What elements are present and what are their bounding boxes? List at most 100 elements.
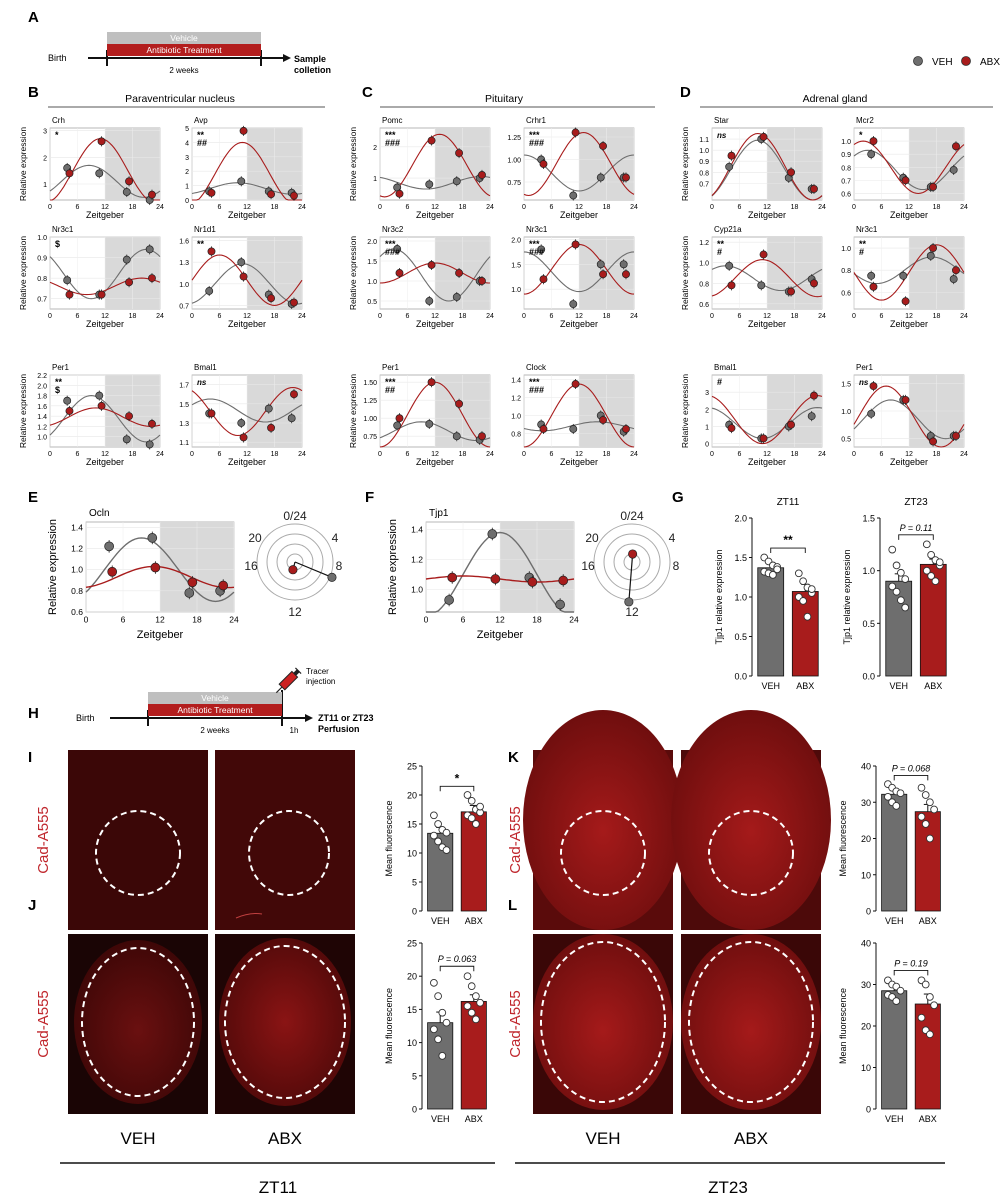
veh-point [725, 261, 734, 270]
significance-label: ## [385, 385, 395, 395]
abx-point [759, 250, 768, 259]
polar-label: 8 [336, 559, 343, 573]
data-dot [476, 998, 484, 1007]
veh-point [444, 595, 454, 605]
panel-h-vehicle: Vehicle [201, 693, 229, 703]
abx-point [148, 190, 156, 199]
significance-label: P = 0.068 [892, 763, 930, 773]
gene-label: Ocln [89, 508, 110, 519]
image-label-abx-zt11: ABX [268, 1129, 302, 1148]
data-dot [794, 569, 803, 578]
x-tick-label: 0 [48, 204, 52, 211]
data-dot [892, 587, 901, 596]
veh-point [452, 432, 461, 441]
abx-point [427, 378, 436, 387]
gene-label: Crh [52, 116, 65, 125]
y-tick-label: 5 [412, 1071, 417, 1081]
significance-label: ### [529, 247, 544, 257]
significance-label: * [55, 130, 59, 140]
data-dot [921, 791, 930, 799]
data-dot [935, 558, 944, 567]
gene-label: Nr1d1 [194, 225, 216, 234]
x-tick-label: 18 [129, 451, 137, 458]
abx-point [539, 275, 548, 284]
y-tick-label: 4 [185, 140, 189, 147]
y-axis-label: Relative expression [47, 519, 59, 615]
veh-point [596, 173, 605, 182]
y-tick-label: 30 [861, 798, 871, 808]
abx-point [622, 173, 630, 182]
significance-label: # [717, 247, 722, 257]
y-tick-label: 1.5 [841, 381, 851, 388]
data-dot [930, 1001, 938, 1010]
veh-point [452, 293, 461, 301]
data-dot [897, 596, 905, 605]
abx-point [787, 420, 796, 429]
bar-chart: 0.0 0.5 1.0 1.5 2.0 VEH ABX ** Tjp1 relative exp… [714, 497, 819, 691]
gene-label: Bmal1 [714, 363, 737, 372]
abx-point [65, 290, 74, 299]
x-tick-label: 0 [710, 204, 714, 211]
y-tick-label: 1.0 [37, 235, 47, 242]
x-tick-label: VEH [431, 1114, 450, 1124]
y-tick-label: 0.8 [841, 165, 851, 172]
abx-point [539, 425, 548, 433]
y-tick-label: 1.4 [71, 522, 83, 532]
y-tick-label: 1.0 [511, 287, 521, 294]
bar-veh [881, 793, 908, 912]
line-chart-tjp1: 1.0 1.2 1.4 0 6 12 18 24 Tjp1 Zeitgeber Relative e… [387, 508, 579, 641]
abx-point [478, 432, 486, 441]
x-axis-label: Zeitgeber [137, 629, 184, 641]
significance-label: ### [529, 385, 544, 395]
panel-a-duration: 2 weeks [169, 66, 198, 75]
roi-j-veh [81, 947, 195, 1097]
veh-point [95, 169, 104, 178]
abx-point [952, 266, 960, 275]
data-dot [442, 828, 451, 837]
veh-point [425, 297, 434, 305]
bar-veh [881, 990, 908, 1110]
abx-point [65, 169, 74, 178]
veh-fit-curve [191, 398, 303, 423]
gene-label: Nr3c2 [382, 225, 404, 234]
data-dot [807, 585, 816, 593]
abx-point [571, 240, 580, 249]
x-tick-label: 6 [406, 313, 410, 320]
x-tick-label: 0 [424, 615, 429, 625]
significance-label: ** [197, 130, 205, 140]
y-tick-label: 2.0 [734, 514, 747, 524]
bar-veh [757, 567, 785, 677]
significance-bracket [439, 965, 475, 972]
veh-point [949, 165, 958, 174]
polar-ring [603, 533, 661, 591]
veh-point [452, 177, 461, 186]
polar-label: 20 [585, 531, 599, 545]
x-axis-label: Zeitgeber [890, 210, 928, 220]
significance-label: * [455, 771, 460, 785]
legend: VEH ABX [913, 56, 1000, 68]
data-dot [917, 1013, 926, 1022]
x-tick-label: 18 [129, 313, 137, 320]
x-tick-label: 18 [791, 451, 799, 458]
x-tick-label: 12 [905, 313, 913, 320]
x-axis-label: Zeitgeber [477, 629, 524, 641]
data-dot [888, 582, 897, 591]
x-tick-label: 12 [763, 451, 771, 458]
x-tick-label: 18 [271, 204, 279, 211]
y-tick-label: 0.6 [71, 607, 83, 617]
line-chart-nr3c1: 0.7 0.8 0.9 1.0 0 6 12 18 24 Nr3c1 $ Zeitgeber Relat… [18, 225, 164, 329]
imaging: I J K L Cad-A555 Cad-A555 Cad-A [28, 710, 945, 1197]
x-tick-label: 24 [569, 615, 579, 625]
significance-label: P = 0.063 [438, 954, 476, 964]
abx-point [187, 577, 198, 588]
panel-h-treatment-bar [148, 704, 282, 716]
x-tick-label: 12 [763, 313, 771, 320]
gene-label: Tjp1 [429, 508, 449, 519]
line-chart-per1: 1.0 1.2 1.4 1.6 1.8 2.0 2.2 0 6 12 18 24 Per1 **$ Zeit… [18, 363, 164, 467]
y-tick-label: 1.5 [367, 259, 377, 266]
significance-bracket [770, 547, 806, 554]
panel-h-tracer-1: Tracer [306, 667, 329, 676]
data-dot [476, 802, 484, 811]
abx-point [207, 409, 216, 418]
y-tick-label: 1.0 [841, 139, 851, 146]
